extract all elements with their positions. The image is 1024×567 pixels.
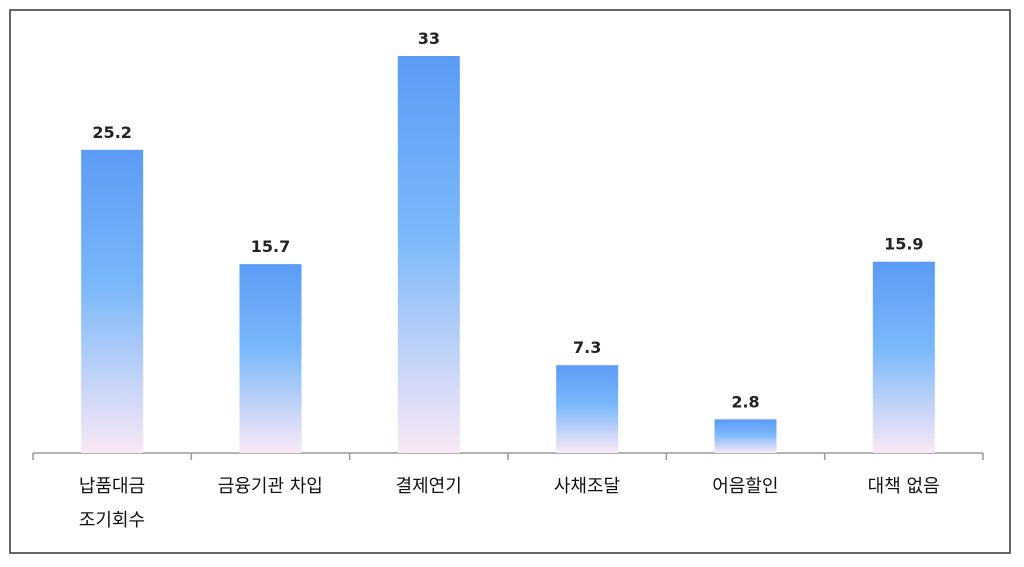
bar [872, 261, 935, 453]
bar [397, 56, 460, 453]
x-tick-label: 대책 없음 [867, 476, 940, 497]
x-tick-label: 금융기관 차입 [217, 476, 323, 497]
frame [9, 9, 1011, 554]
value-label: 15.7 [251, 237, 290, 256]
value-label: 15.9 [884, 235, 923, 254]
value-label: 7.3 [573, 338, 601, 357]
bar [556, 365, 619, 453]
value-label: 25.2 [92, 123, 131, 142]
value-label: 33 [418, 29, 440, 48]
bar [239, 264, 302, 453]
bar [714, 419, 777, 453]
value-label: 2.8 [731, 392, 759, 411]
x-tick-label: 어음할인 [712, 476, 779, 497]
x-tick-label: 사채조달 [553, 476, 621, 497]
x-tick-label: 납품대금 조기회수 [78, 476, 146, 531]
bar [81, 149, 144, 453]
x-tick-label: 결제연기 [395, 476, 462, 497]
